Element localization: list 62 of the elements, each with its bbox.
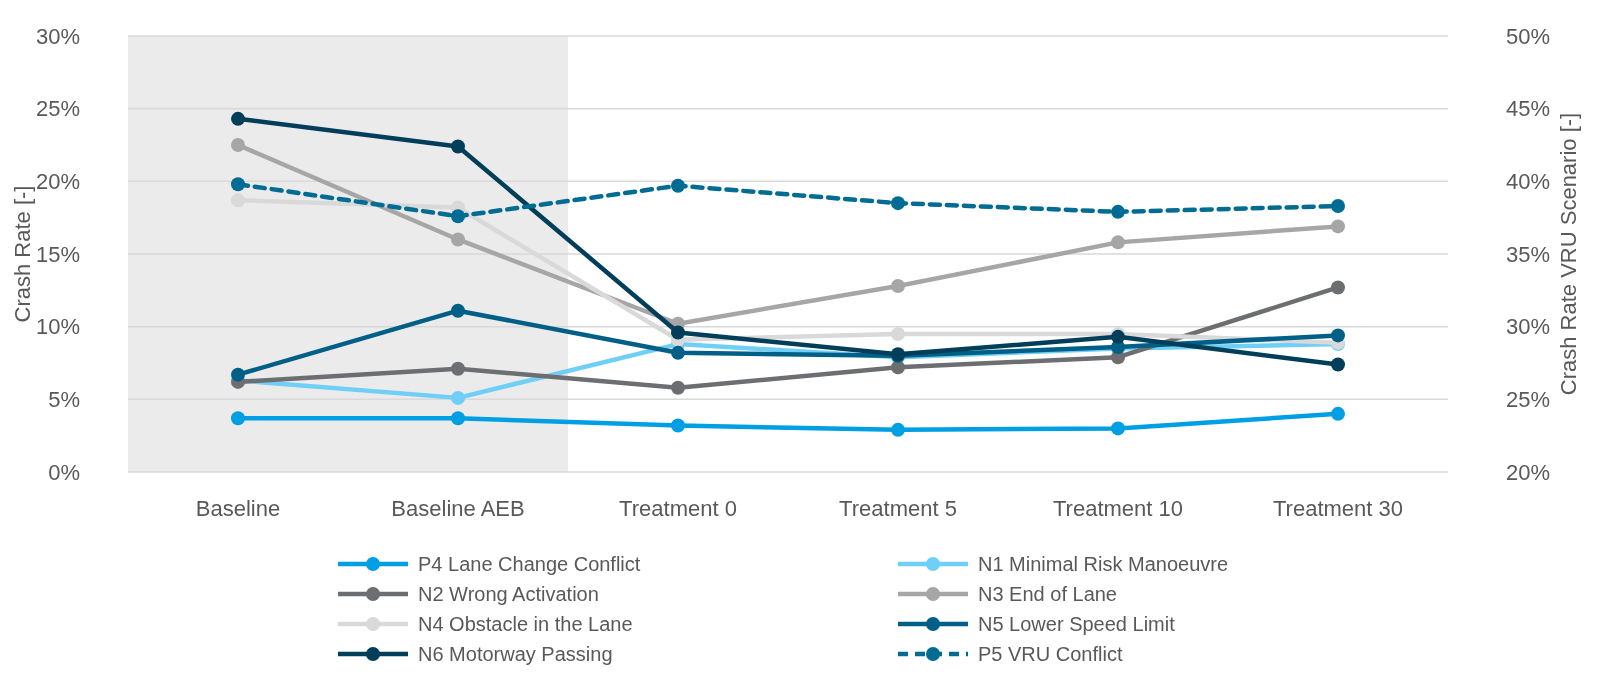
point — [231, 411, 245, 426]
point — [1331, 280, 1345, 295]
y2-tick-label: 20% — [1506, 459, 1551, 485]
legend-label: N6 Motorway Passing — [418, 643, 613, 665]
point — [891, 422, 905, 437]
y2-tick-label: 45% — [1506, 96, 1551, 122]
point — [1111, 421, 1125, 436]
point — [451, 232, 465, 247]
point — [891, 326, 905, 341]
point — [1331, 219, 1345, 234]
x-tick-label: Treatment 5 — [839, 496, 957, 521]
x-tick-label: Baseline — [195, 496, 281, 521]
point — [231, 367, 245, 382]
legend-label: P4 Lane Change Conflict — [418, 553, 641, 575]
point — [451, 139, 465, 154]
y-axis-title: Crash Rate [-] — [10, 185, 35, 323]
point — [231, 138, 245, 152]
point — [1331, 406, 1345, 421]
y-tick-label: 30% — [35, 23, 80, 49]
point — [891, 360, 905, 375]
point — [451, 361, 465, 376]
y2-axis-title: Crash Rate VRU Scenario [-] — [1556, 112, 1581, 396]
point — [451, 411, 465, 426]
x-tick-label: Treatment 0 — [619, 496, 737, 521]
point — [671, 345, 685, 360]
point — [671, 325, 685, 340]
y2-tick-label: 25% — [1506, 387, 1551, 413]
y-tick-label: 0% — [48, 459, 80, 485]
legend-label: N5 Lower Speed Limit — [978, 613, 1176, 635]
point — [231, 177, 245, 192]
point — [451, 303, 465, 318]
y2-tick-label: 35% — [1506, 241, 1551, 267]
point — [451, 209, 465, 224]
point — [1331, 328, 1345, 343]
point — [1111, 204, 1125, 219]
y2-tick-label: 40% — [1506, 169, 1551, 195]
y-tick-label: 15% — [35, 241, 80, 267]
point — [451, 390, 465, 405]
y2-tick-label: 30% — [1506, 314, 1551, 340]
x-tick-label: Treatment 30 — [1272, 496, 1404, 521]
x-tick-label: Treatment 10 — [1052, 496, 1184, 521]
y-tick-label: 10% — [35, 314, 80, 340]
y-tick-label: 20% — [35, 169, 80, 195]
y-tick-label: 25% — [35, 96, 80, 122]
legend-label: N2 Wrong Activation — [418, 583, 599, 605]
point — [671, 418, 685, 433]
x-tick-label: Baseline AEB — [391, 496, 525, 521]
legend-label: N1 Minimal Risk Manoeuvre — [978, 553, 1229, 575]
point — [231, 193, 245, 208]
point — [231, 111, 245, 126]
point — [1331, 199, 1345, 214]
y-tick-label: 5% — [48, 387, 80, 413]
point — [671, 380, 685, 395]
legend-label: P5 VRU Conflict — [978, 643, 1123, 665]
y2-tick-label: 50% — [1506, 23, 1551, 49]
legend-label: N3 End of Lane — [978, 583, 1117, 605]
point — [1111, 235, 1125, 250]
point — [891, 196, 905, 211]
point — [671, 178, 685, 193]
point — [891, 278, 905, 293]
legend-label: N4 Obstacle in the Lane — [418, 613, 633, 635]
point — [1331, 357, 1345, 372]
